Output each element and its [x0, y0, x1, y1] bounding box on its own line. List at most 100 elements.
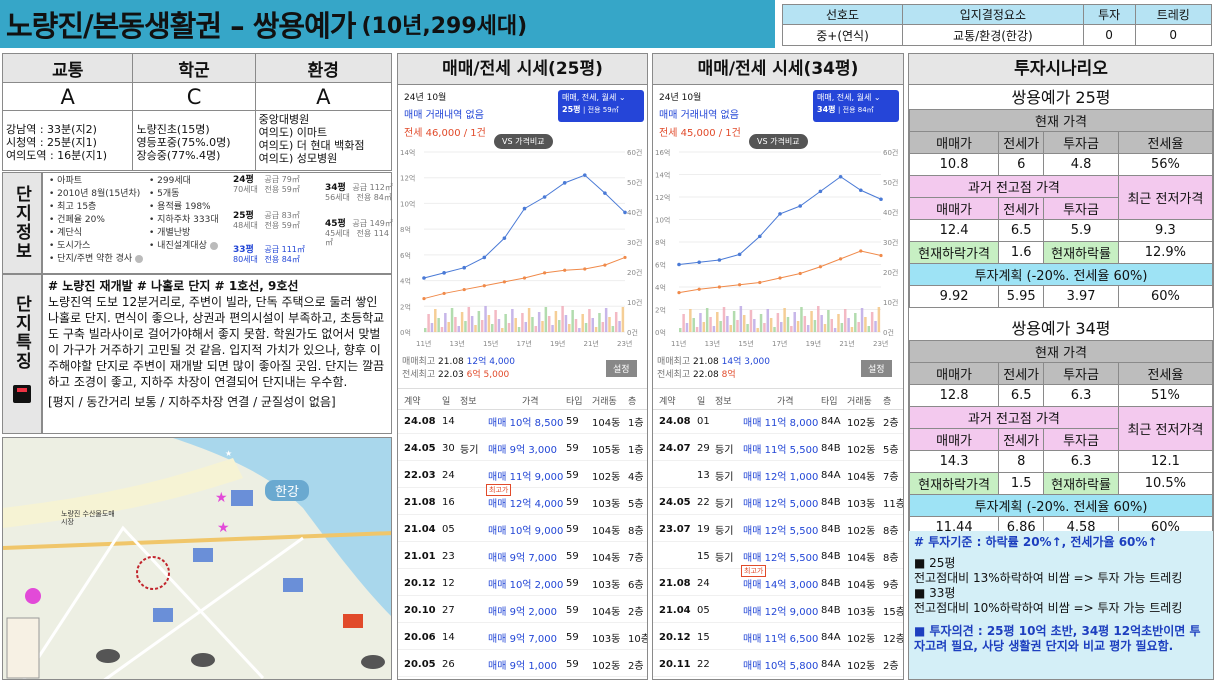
- volume-bar: [682, 314, 685, 332]
- cell: 12.1: [1117, 450, 1214, 473]
- volume-bar: [716, 312, 719, 332]
- deal-cell: 13: [697, 470, 710, 481]
- volume-bar: [601, 322, 605, 332]
- chevron-down-icon: ⌄: [618, 93, 626, 102]
- deal-row[interactable]: 21.04 05 매매 12억 9,000 84B 103동 15층: [653, 599, 903, 623]
- deal-cell: 84B: [821, 524, 841, 535]
- volume-bar: [830, 319, 833, 332]
- filter-button[interactable]: 매매, 전세, 월세 ⌄ 25평 | 전용 59㎡: [558, 90, 644, 122]
- deal-row[interactable]: 20.06 14 매매 9억 7,000 59 103동 10층: [398, 626, 647, 650]
- deal-cell: 105동: [592, 445, 621, 456]
- volume-bar: [860, 308, 864, 332]
- max-price-box: 매매최고 21.08 14억 3,000 전세최고 22.08 8억: [657, 357, 770, 380]
- deal-row[interactable]: 24.05 30 등기 매매 9억 3,000 59 105동 1층: [398, 437, 647, 461]
- volume-bar: [813, 320, 817, 332]
- volume-bar: [719, 321, 722, 332]
- deal-row[interactable]: 20.12 15 매매 11억 6,500 84A 102동 12층: [653, 626, 903, 650]
- market-no-trade: 매매 거래내역 없음: [659, 110, 739, 121]
- cell: 1.6: [998, 241, 1045, 264]
- volume-bar: [877, 307, 881, 332]
- volume-bar: [749, 310, 753, 332]
- deal-row[interactable]: 21.08 24 매매 14억 3,000 84B 104동 9층: [653, 572, 903, 596]
- sale-point: [859, 188, 863, 193]
- volume-bar: [588, 309, 591, 332]
- deal-row[interactable]: 21.08 16 매매 12억 4,000 59 103동 5층: [398, 491, 647, 515]
- deal-row[interactable]: 24.08 01 매매 11억 8,000 84A 102동 2층: [653, 410, 903, 434]
- evaluation-table: 교통 학군 환경 A C A 강남역 : 33분(지2) 시청역 : 25분(지…: [1, 53, 393, 171]
- jeonse-point: [603, 263, 607, 267]
- cell: 투자금: [1043, 131, 1119, 154]
- deal-row[interactable]: 20.10 27 매매 9억 2,000 59 104동 2층: [398, 599, 647, 623]
- unit-type-selected[interactable]: 33평 공급 111㎡ 80세대 전용 84㎡: [233, 245, 305, 264]
- deal-cell: 매매 12억 5,000: [743, 499, 819, 510]
- volume-bar: [608, 317, 611, 332]
- deal-cell: 21.08: [659, 578, 691, 589]
- deal-cell: 7층: [628, 553, 644, 564]
- deal-cell: 104동: [592, 526, 621, 537]
- deal-cell: 20.11: [659, 659, 691, 670]
- y-tick-label: 4억: [400, 278, 411, 286]
- deal-row[interactable]: 24.05 22 등기 매매 12억 5,000 84B 103동 11층: [653, 491, 903, 515]
- deal-row[interactable]: 21.01 23 매매 9억 7,000 59 104동 7층: [398, 545, 647, 569]
- volume-bar: [857, 322, 860, 332]
- unit-type: 24평 공급 79㎡ 70세대 전용 59㎡: [233, 175, 300, 194]
- deal-cell: 2층: [883, 418, 899, 429]
- complex-info-right-list: • 299세대 • 5개동 • 용적률 198% • 지하주차 333대 • 개…: [149, 175, 239, 253]
- volume-bar: [679, 328, 682, 332]
- deal-row[interactable]: 20.11 22 매매 10억 5,800 84A 102동 2층: [653, 653, 903, 677]
- deal-row[interactable]: 15 등기 매매 12억 5,500 84B 104동 8층: [653, 545, 903, 569]
- page-title: 노량진/본동생활권 – 쌍용예가: [6, 9, 356, 43]
- compare-button[interactable]: VS 가격비교: [494, 134, 553, 149]
- deal-row[interactable]: 21.04 05 매매 10억 9,000 59 104동 8층: [398, 518, 647, 542]
- deal-row[interactable]: 24.08 14 매매 10억 8,500 59 104동 1층: [398, 410, 647, 434]
- sale-point: [697, 260, 701, 265]
- deal-row[interactable]: 20.12 12 매매 10억 2,000 59 103동 6층: [398, 572, 647, 596]
- cell: 60%: [1117, 285, 1214, 308]
- cell: 현재하락률: [1043, 241, 1119, 264]
- complex-info-left-list: • 아파트 • 2010년 8월(15년차) • 최고 15층 • 건폐율 20…: [49, 175, 149, 266]
- info-help-icon[interactable]: [209, 241, 218, 250]
- deal-list-25: 24.08 14 매매 10억 8,500 59 104동 1층 24.05 30 등기 매매 9…: [398, 410, 647, 679]
- volume-bar: [564, 315, 568, 332]
- info-item: • 아파트: [49, 176, 83, 186]
- jeonse-point: [697, 287, 701, 291]
- sale-point: [603, 191, 607, 195]
- market-panel-25: 매매/전세 시세(25평) 24년 10월 매매 거래내역 없음 전세 46,0…: [397, 53, 648, 680]
- volume-bar: [810, 311, 813, 332]
- deal-cell: 104동: [592, 418, 621, 429]
- compare-button[interactable]: VS 가격비교: [749, 134, 808, 149]
- cell: 투자금: [1043, 362, 1119, 385]
- filter-button[interactable]: 매매, 전세, 월세 ⌄ 34평 | 전용 84㎡: [813, 90, 899, 122]
- volume-bar: [487, 315, 491, 332]
- volume-bar: [705, 308, 709, 332]
- volume-bar: [584, 323, 588, 332]
- deal-cell: 84A: [821, 416, 841, 427]
- deal-row[interactable]: 22.03 24 매매 11억 9,000 59 102동 4층: [398, 464, 647, 488]
- volume-bar: [457, 326, 460, 332]
- deal-row[interactable]: 24.07 29 등기 매매 11억 5,500 84B 102동 5층: [653, 437, 903, 461]
- deal-row[interactable]: 13 등기 매매 12억 1,000 84A 104동 7층: [653, 464, 903, 488]
- settings-button[interactable]: 설정: [861, 360, 892, 377]
- deal-cell: 매매 10억 8,500: [488, 418, 564, 429]
- x-tick-label: 13년: [705, 339, 720, 348]
- basis-item: ■ 33평 전고점대비 10%하락하여 비쌈 => 투자 가능 트레킹: [914, 586, 1183, 615]
- deal-row[interactable]: 23.07 19 등기 매매 12억 5,500 84B 102동 8층: [653, 518, 903, 542]
- info-help-icon[interactable]: [135, 254, 144, 263]
- basis-item: ■ 25평 전고점대비 13%하락하여 비쌈 => 투자 가능 트레킹: [914, 556, 1183, 585]
- investment-opinion: ■ 투자의견 : 25평 10억 초반, 34평 12억초반이면 투자고려 필요…: [914, 624, 1201, 653]
- cell: 투자금: [1043, 428, 1119, 451]
- deal-row[interactable]: 20.05 26 매매 9억 1,000 59 102동 2층: [398, 653, 647, 677]
- volume-bar: [806, 325, 810, 332]
- investment-basis: # 투자기준 : 하락률 20%↑, 전세가율 60%↑ ■ 25평 전고점대비 …: [909, 531, 1213, 679]
- location-map[interactable]: ★ 한강 노량진 수산물도매시장 ★ ★: [2, 437, 392, 680]
- info-item: • 최고 15층: [49, 202, 97, 212]
- volume-bar: [484, 306, 487, 332]
- sale-point: [462, 265, 466, 270]
- complex-info-box: • 아파트 • 2010년 8월(15년차) • 최고 15층 • 건폐율 20…: [42, 172, 393, 274]
- volume-bar: [736, 320, 739, 332]
- volume-bar: [867, 326, 871, 332]
- volume-bar: [843, 309, 847, 332]
- cell: 10.5%: [1117, 472, 1214, 495]
- settings-button[interactable]: 설정: [606, 360, 637, 377]
- deal-cell: 매매 10억 9,000: [488, 526, 564, 537]
